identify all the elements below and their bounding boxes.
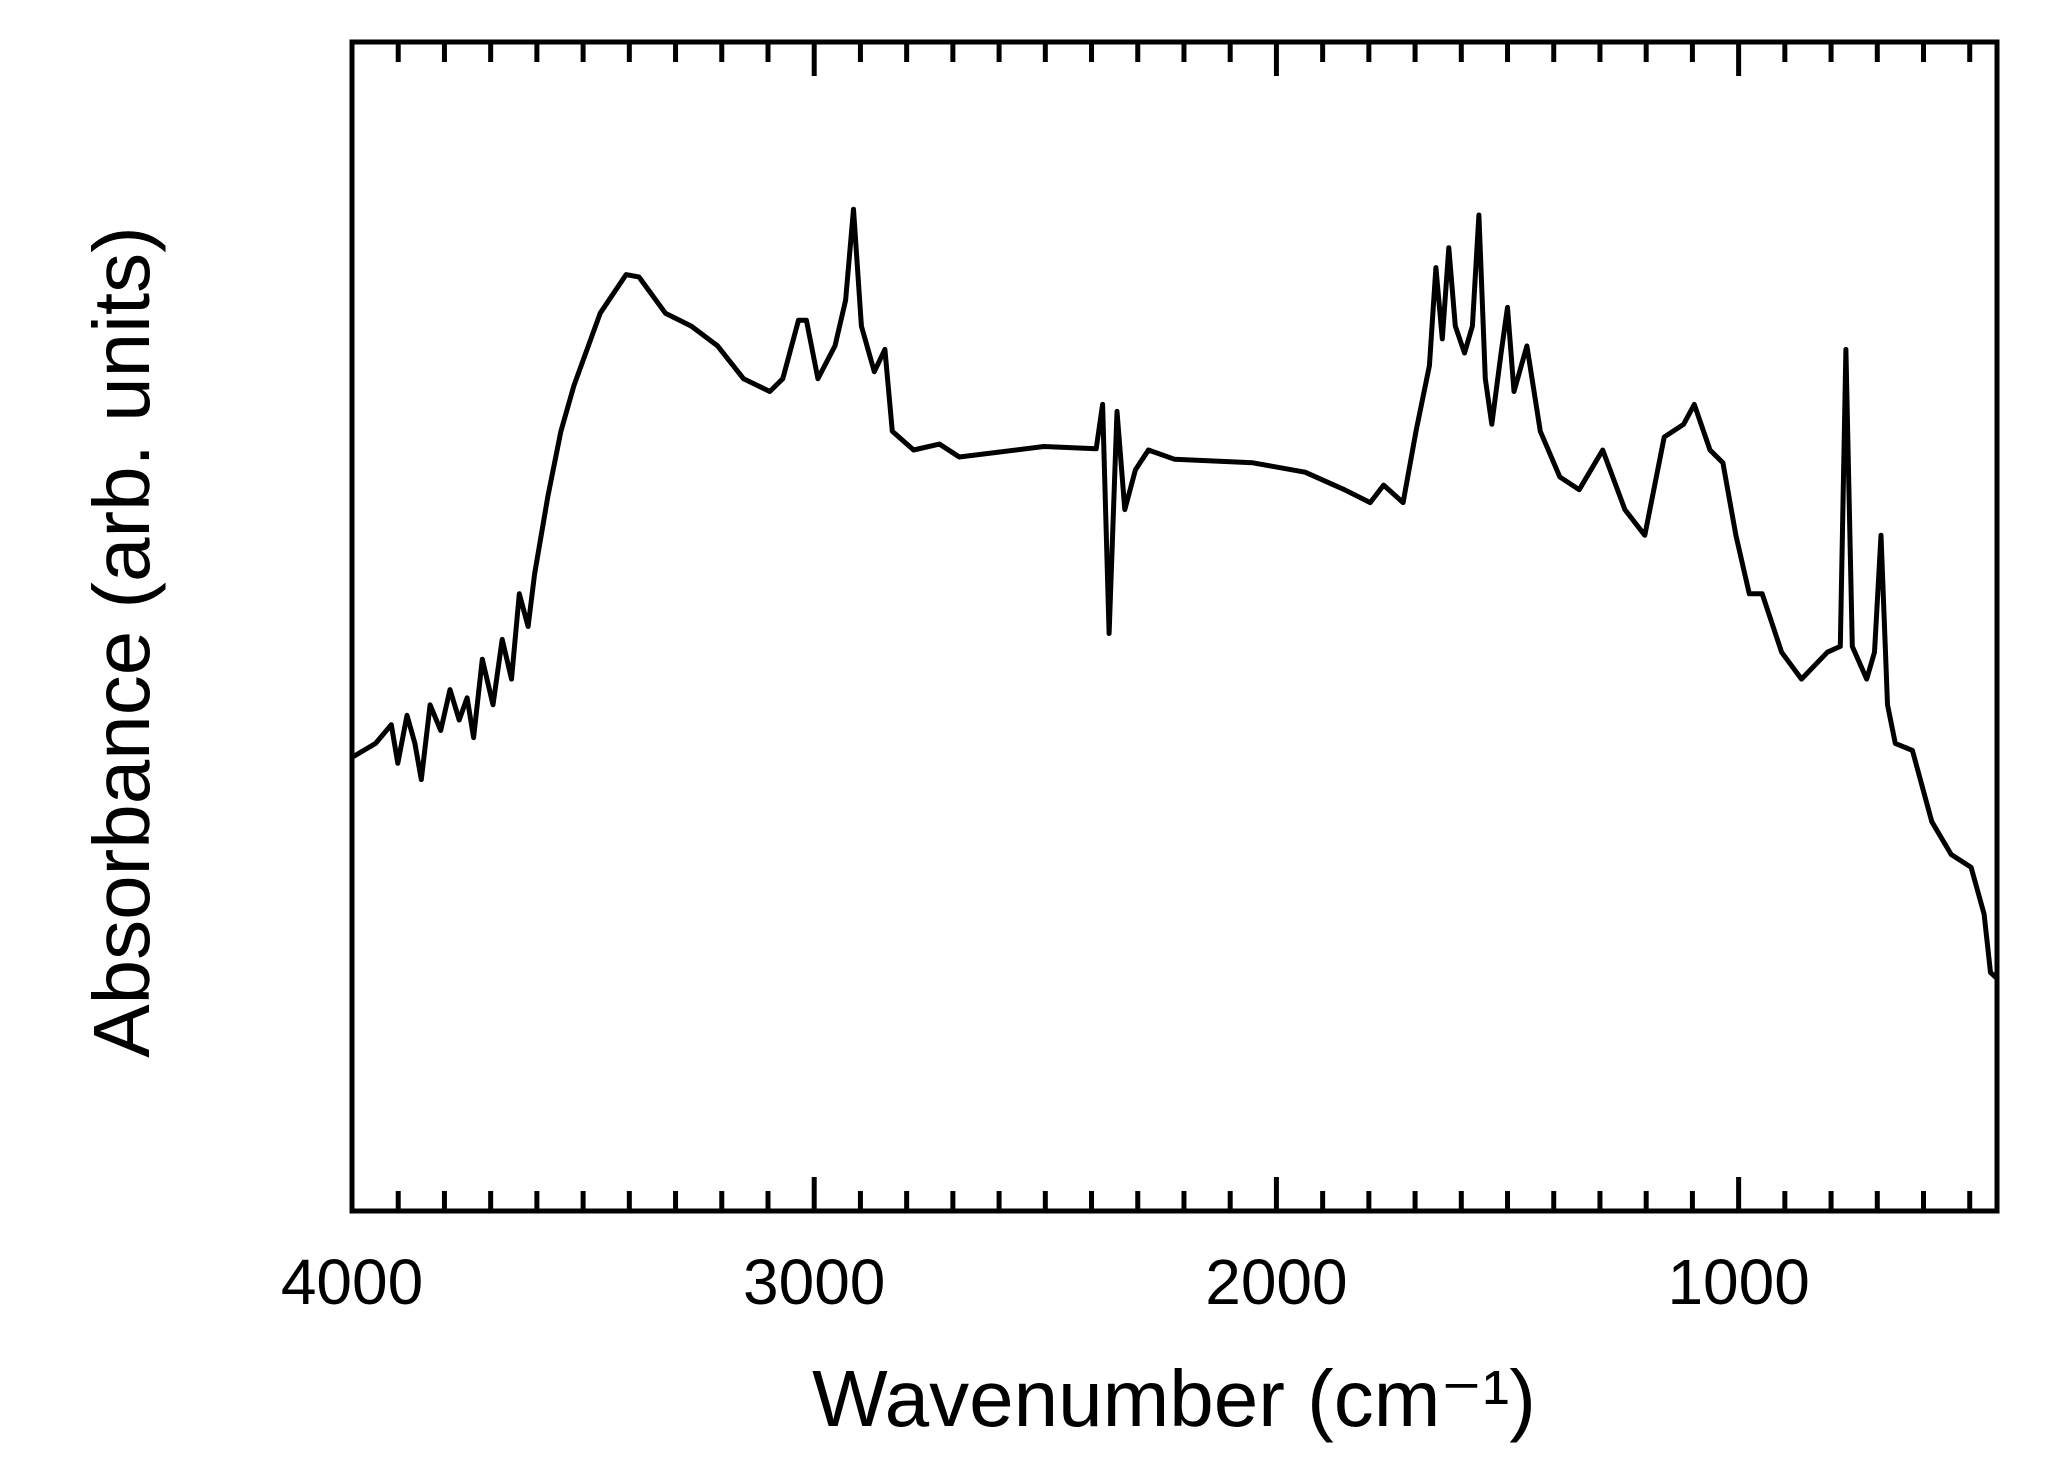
plot-frame xyxy=(349,39,2000,1214)
spectrum-line xyxy=(350,206,1999,981)
x-tick-label: 3000 xyxy=(743,1246,885,1318)
x-tick-label: 4000 xyxy=(281,1246,423,1318)
x-tick-label: 1000 xyxy=(1667,1246,1809,1318)
x-axis-label: Wavenumber (cm⁻¹) xyxy=(812,1354,1536,1443)
x-tick-label: 2000 xyxy=(1205,1246,1347,1318)
y-axis-label: Absorbance (arb. units) xyxy=(77,226,166,1058)
